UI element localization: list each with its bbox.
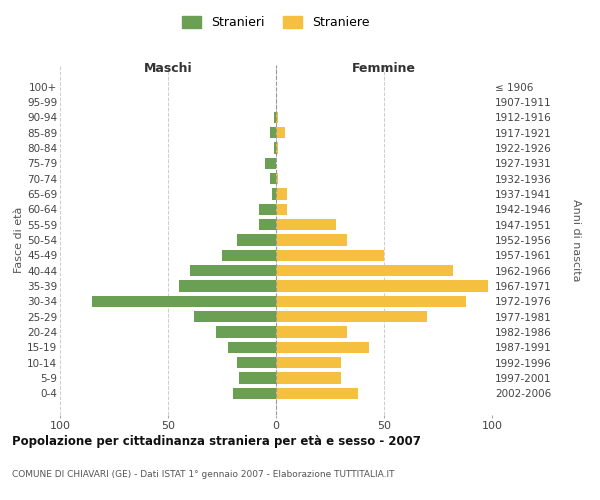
Bar xyxy=(190,265,276,276)
Bar xyxy=(259,219,276,230)
Bar xyxy=(276,234,347,246)
Bar xyxy=(276,112,278,123)
Bar xyxy=(276,342,369,353)
Bar xyxy=(276,280,488,292)
Bar xyxy=(276,296,466,307)
Bar xyxy=(237,357,276,368)
Bar xyxy=(272,188,276,200)
Bar xyxy=(259,204,276,215)
Legend: Stranieri, Straniere: Stranieri, Straniere xyxy=(178,11,374,34)
Bar xyxy=(274,142,276,154)
Bar xyxy=(276,250,384,261)
Y-axis label: Fasce di età: Fasce di età xyxy=(14,207,24,273)
Bar xyxy=(215,326,276,338)
Bar xyxy=(276,372,341,384)
Bar xyxy=(276,265,453,276)
Bar xyxy=(276,127,284,138)
Bar xyxy=(276,173,278,184)
Y-axis label: Anni di nascita: Anni di nascita xyxy=(571,198,581,281)
Bar xyxy=(194,311,276,322)
Bar xyxy=(233,388,276,399)
Bar xyxy=(276,311,427,322)
Bar xyxy=(276,204,287,215)
Bar xyxy=(179,280,276,292)
Bar xyxy=(276,188,287,200)
Bar xyxy=(222,250,276,261)
Bar xyxy=(239,372,276,384)
Bar xyxy=(274,112,276,123)
Text: Popolazione per cittadinanza straniera per età e sesso - 2007: Popolazione per cittadinanza straniera p… xyxy=(12,435,421,448)
Bar xyxy=(269,127,276,138)
Text: Maschi: Maschi xyxy=(143,62,193,75)
Text: COMUNE DI CHIAVARI (GE) - Dati ISTAT 1° gennaio 2007 - Elaborazione TUTTITALIA.I: COMUNE DI CHIAVARI (GE) - Dati ISTAT 1° … xyxy=(12,470,395,479)
Text: Femmine: Femmine xyxy=(352,62,416,75)
Bar xyxy=(276,357,341,368)
Bar xyxy=(276,142,278,154)
Bar xyxy=(276,326,347,338)
Bar xyxy=(265,158,276,169)
Bar xyxy=(276,219,337,230)
Bar xyxy=(237,234,276,246)
Bar xyxy=(269,173,276,184)
Bar xyxy=(229,342,276,353)
Bar xyxy=(276,388,358,399)
Bar xyxy=(92,296,276,307)
